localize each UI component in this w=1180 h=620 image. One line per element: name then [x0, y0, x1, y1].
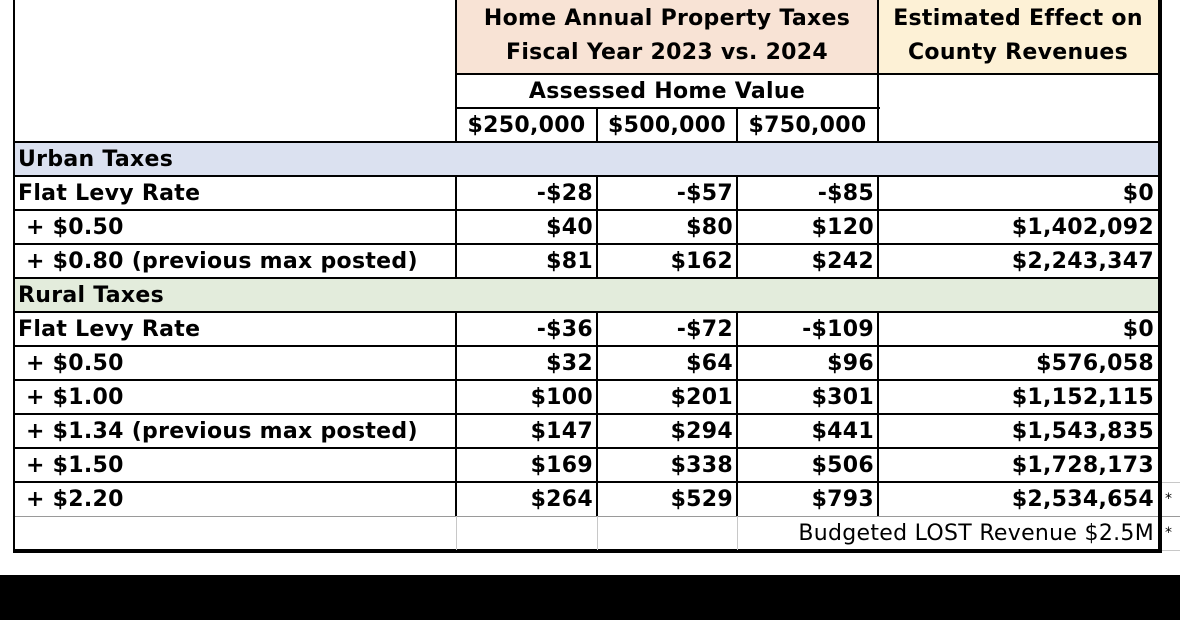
border [456, 107, 880, 109]
cell-500k: -$72 [676, 316, 733, 342]
row-label: + $0.50 [18, 350, 124, 376]
cell-revenue: $0 [1122, 180, 1154, 206]
border [14, 141, 1160, 143]
border [14, 379, 1160, 381]
border [1162, 550, 1180, 551]
asterisk-footnote-2: * [1165, 525, 1172, 541]
border [14, 175, 1160, 177]
border [736, 312, 738, 516]
black-band [0, 575, 1180, 620]
border [14, 413, 1160, 415]
cell-500k: $80 [686, 214, 733, 240]
cell-500k: $64 [686, 350, 733, 376]
column-header-750k: $750,000 [748, 112, 867, 138]
border [1162, 482, 1180, 483]
column-header-250k: $250,000 [467, 112, 586, 138]
border [14, 243, 1160, 245]
cell-750k: $793 [811, 486, 874, 512]
cell-750k: $120 [811, 214, 874, 240]
border [737, 516, 738, 550]
border [13, 0, 15, 553]
cell-750k: -$109 [802, 316, 874, 342]
border [14, 549, 1162, 553]
row-label: + $2.20 [18, 486, 124, 512]
header-group-title-line1: Home Annual Property Taxes [483, 6, 851, 31]
row-label: Flat Levy Rate [18, 316, 201, 342]
border [736, 176, 738, 278]
spreadsheet-table: Home Annual Property Taxes Fiscal Year 2… [13, 0, 1180, 553]
border [14, 311, 1160, 313]
border [14, 209, 1160, 211]
section-rural-taxes: Rural Taxes [14, 278, 1158, 312]
border [455, 176, 457, 278]
cell-500k: $529 [670, 486, 733, 512]
row-label: + $0.50 [18, 214, 124, 240]
cell-revenue: $0 [1122, 316, 1154, 342]
asterisk-footnote-1: * [1165, 491, 1172, 507]
border [877, 0, 879, 142]
cell-250k: $147 [530, 418, 593, 444]
cell-revenue: $1,543,835 [1011, 418, 1154, 444]
row-label: + $1.50 [18, 452, 124, 478]
border [736, 108, 738, 142]
section-urban-taxes: Urban Taxes [14, 142, 1158, 176]
border [14, 345, 1160, 347]
cell-revenue: $1,728,173 [1011, 452, 1154, 478]
border [456, 73, 1160, 75]
border [596, 312, 598, 516]
cell-250k: $264 [530, 486, 593, 512]
cell-revenue: $2,534,654 [1011, 486, 1154, 512]
header-group-title-line2: Fiscal Year 2023 vs. 2024 [505, 40, 828, 65]
cell-revenue: $2,243,347 [1011, 248, 1154, 274]
cell-revenue: $576,058 [1036, 350, 1154, 376]
border [456, 516, 457, 550]
border [455, 0, 457, 142]
cell-500k: $338 [670, 452, 733, 478]
cell-500k: -$57 [676, 180, 733, 206]
cell-750k: -$85 [817, 180, 874, 206]
cell-250k: $81 [546, 248, 593, 274]
cell-750k: $301 [811, 384, 874, 410]
cell-revenue: $1,402,092 [1011, 214, 1154, 240]
row-label: + $0.80 (previous max posted) [18, 248, 418, 274]
border [1158, 0, 1162, 553]
cell-revenue: $1,152,115 [1011, 384, 1154, 410]
row-label: Flat Levy Rate [18, 180, 201, 206]
budget-note: Budgeted LOST Revenue $2.5M [798, 520, 1154, 546]
cell-500k: $162 [670, 248, 733, 274]
cell-250k: $40 [546, 214, 593, 240]
cell-750k: $242 [811, 248, 874, 274]
row-label: + $1.34 (previous max posted) [18, 418, 418, 444]
border [877, 312, 879, 516]
header-effect-title: Estimated Effect on County Revenues [878, 0, 1158, 74]
border [14, 277, 1160, 279]
cell-500k: $294 [670, 418, 733, 444]
border [596, 108, 598, 142]
row-label: + $1.00 [18, 384, 124, 410]
cell-750k: $506 [811, 452, 874, 478]
border [14, 447, 1160, 449]
cell-750k: $441 [811, 418, 874, 444]
header-effect-title-line2: County Revenues [907, 40, 1129, 65]
border [877, 176, 879, 278]
assessed-home-value-header: Assessed Home Value [528, 78, 806, 104]
cell-250k: $169 [530, 452, 593, 478]
border [597, 516, 598, 550]
border [14, 481, 1160, 483]
header-effect-title-line1: Estimated Effect on [893, 6, 1143, 31]
border [596, 176, 598, 278]
cell-250k: $100 [530, 384, 593, 410]
cell-250k: $32 [546, 350, 593, 376]
cell-250k: -$28 [536, 180, 593, 206]
header-group-title: Home Annual Property Taxes Fiscal Year 2… [456, 0, 878, 74]
cell-250k: -$36 [536, 316, 593, 342]
cell-750k: $96 [827, 350, 874, 376]
border [455, 312, 457, 516]
cell-500k: $201 [670, 384, 733, 410]
column-header-500k: $500,000 [608, 112, 726, 138]
